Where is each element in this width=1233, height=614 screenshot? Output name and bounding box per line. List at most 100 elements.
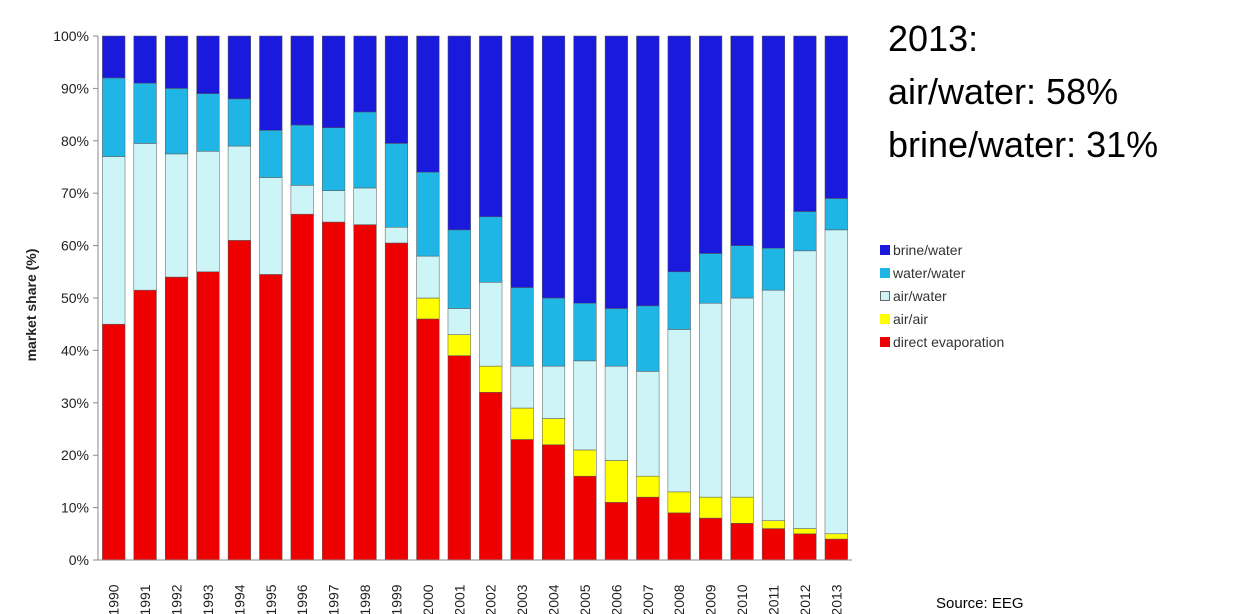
bar-segment-brine-water-1995 <box>259 35 283 131</box>
bar-segment-brine-water-1998 <box>353 35 377 113</box>
bar-segment-direct-evaporation-1996 <box>290 213 314 561</box>
bar-segment-brine-water-1994 <box>227 35 251 100</box>
x-tick-label: 1999 <box>388 584 404 614</box>
x-tick-label: 2005 <box>577 584 593 614</box>
x-tick-label: 2004 <box>546 584 562 614</box>
bar-segment-air-air-2000 <box>416 297 440 320</box>
legend-swatch <box>880 313 890 324</box>
legend-label: air/air <box>893 310 929 327</box>
bar-segment-water-water-1992 <box>164 88 189 155</box>
legend-item: brine/water <box>880 238 1004 261</box>
y-axis-label: market share (%) <box>23 249 39 362</box>
x-tick-label: 2000 <box>420 584 436 614</box>
bar-segment-water-water-2004 <box>541 297 566 367</box>
annotation-brine-water: brine/water: 31% <box>888 124 1159 165</box>
bar-segment-brine-water-1999 <box>384 35 409 144</box>
bar-segment-direct-evaporation-2013 <box>824 538 848 561</box>
y-tick-label: 30% <box>61 395 89 411</box>
bar-segment-brine-water-2006 <box>604 35 628 309</box>
legend-swatch <box>880 336 890 347</box>
x-tick-label: 1992 <box>169 584 185 614</box>
legend-label: air/water <box>893 287 947 304</box>
legend-item: air/air <box>880 307 1004 330</box>
legend-item: air/water <box>880 284 1004 307</box>
bar-segment-water-water-2005 <box>573 302 597 362</box>
bar-segment-water-water-2008 <box>667 271 691 330</box>
bar-segment-air-air-2009 <box>699 496 723 519</box>
source-note: Source: EEG <box>936 595 1024 612</box>
bar-segment-water-water-1998 <box>353 111 377 189</box>
x-tick-label: 1995 <box>263 584 279 614</box>
bar-segment-brine-water-2008 <box>667 35 691 273</box>
bar-segment-direct-evaporation-2011 <box>761 528 786 561</box>
bar-segment-air-water-1993 <box>196 151 220 273</box>
bar-segment-water-water-2012 <box>793 211 817 252</box>
bar-segment-air-water-1992 <box>164 153 189 278</box>
bar-segment-water-water-2010 <box>730 245 754 299</box>
bar-segment-air-water-1996 <box>290 185 314 215</box>
x-tick-label: 1993 <box>200 584 216 614</box>
bar-segment-air-air-2001 <box>447 334 471 356</box>
y-tick-label: 60% <box>61 238 89 254</box>
bar-segment-direct-evaporation-2007 <box>636 496 660 561</box>
x-tick-label: 2007 <box>640 584 656 614</box>
legend-item: water/water <box>880 261 1004 284</box>
bar-segment-direct-evaporation-2001 <box>447 355 471 561</box>
bar-segment-water-water-2003 <box>510 287 534 367</box>
y-tick-label: 10% <box>61 500 89 516</box>
bar-segment-brine-water-2009 <box>699 35 723 254</box>
bar-segment-air-water-2005 <box>573 360 597 451</box>
bar-segment-air-water-2001 <box>447 308 471 335</box>
bar-segment-water-water-1993 <box>196 93 220 152</box>
stacked-bar-chart: 0%10%20%30%40%50%60%70%80%90%100% 1990 19… <box>23 28 852 614</box>
x-tick-label: 1994 <box>231 584 247 614</box>
legend-swatch <box>880 290 890 301</box>
bar-segment-direct-evaporation-2000 <box>416 318 440 561</box>
bar-segment-brine-water-2013 <box>824 35 848 199</box>
bar-segment-direct-evaporation-2009 <box>699 517 723 561</box>
bar-segment-direct-evaporation-2002 <box>479 392 503 561</box>
bar-segment-direct-evaporation-1990 <box>102 323 126 561</box>
bar-segment-water-water-1997 <box>322 127 346 191</box>
bar-segment-direct-evaporation-2004 <box>541 444 566 561</box>
bar-segment-air-water-1998 <box>353 187 377 225</box>
bar-segment-air-air-2004 <box>541 418 566 445</box>
bar-area <box>102 35 848 561</box>
bar-segment-direct-evaporation-2003 <box>510 439 534 561</box>
annotation-air-water: air/water: 58% <box>888 71 1119 112</box>
bar-segment-brine-water-2010 <box>730 35 754 246</box>
bar-segment-direct-evaporation-1999 <box>384 242 409 561</box>
bar-segment-air-water-1990 <box>102 156 126 325</box>
bar-segment-direct-evaporation-2008 <box>667 512 691 561</box>
bar-segment-brine-water-2000 <box>416 35 440 173</box>
bar-segment-air-air-2003 <box>510 407 534 440</box>
x-tick-label: 2008 <box>671 584 687 614</box>
bar-segment-water-water-2013 <box>824 198 848 231</box>
bar-segment-water-water-1996 <box>290 124 314 186</box>
legend-swatch <box>880 267 890 278</box>
x-axis: 1990 1991 1992 1993 1994 1995 1996 1997 1998 1999… <box>98 559 852 614</box>
bar-segment-direct-evaporation-1998 <box>353 224 377 561</box>
y-axis: 0% 10% 20% 30% 40% 50% 60% 70% 80% 90% 100% <box>53 28 99 568</box>
bar-segment-direct-evaporation-2005 <box>573 475 597 561</box>
bar-segment-water-water-1999 <box>384 143 409 228</box>
bar-segment-water-water-2009 <box>699 253 723 304</box>
bar-segment-brine-water-1992 <box>164 35 189 89</box>
bar-segment-water-water-2001 <box>447 229 471 309</box>
y-tick-label: 100% <box>53 28 89 44</box>
bar-segment-brine-water-2005 <box>573 35 597 304</box>
bar-segment-brine-water-1997 <box>322 35 346 128</box>
bar-segment-air-water-1995 <box>259 177 283 275</box>
bar-segment-direct-evaporation-2010 <box>730 523 754 561</box>
y-tick-label: 0% <box>69 552 89 568</box>
x-tick-label: 1996 <box>294 584 310 614</box>
legend-label: water/water <box>893 264 966 281</box>
bar-segment-water-water-2007 <box>636 305 660 372</box>
bar-segment-air-water-1991 <box>133 143 157 291</box>
bar-segment-brine-water-2001 <box>447 35 471 231</box>
x-tick-label: 1998 <box>357 584 373 614</box>
bar-segment-water-water-2002 <box>479 216 503 283</box>
bar-segment-air-air-2006 <box>604 460 628 503</box>
x-tick-label: 2001 <box>451 584 467 614</box>
bar-segment-air-water-1997 <box>322 190 346 223</box>
